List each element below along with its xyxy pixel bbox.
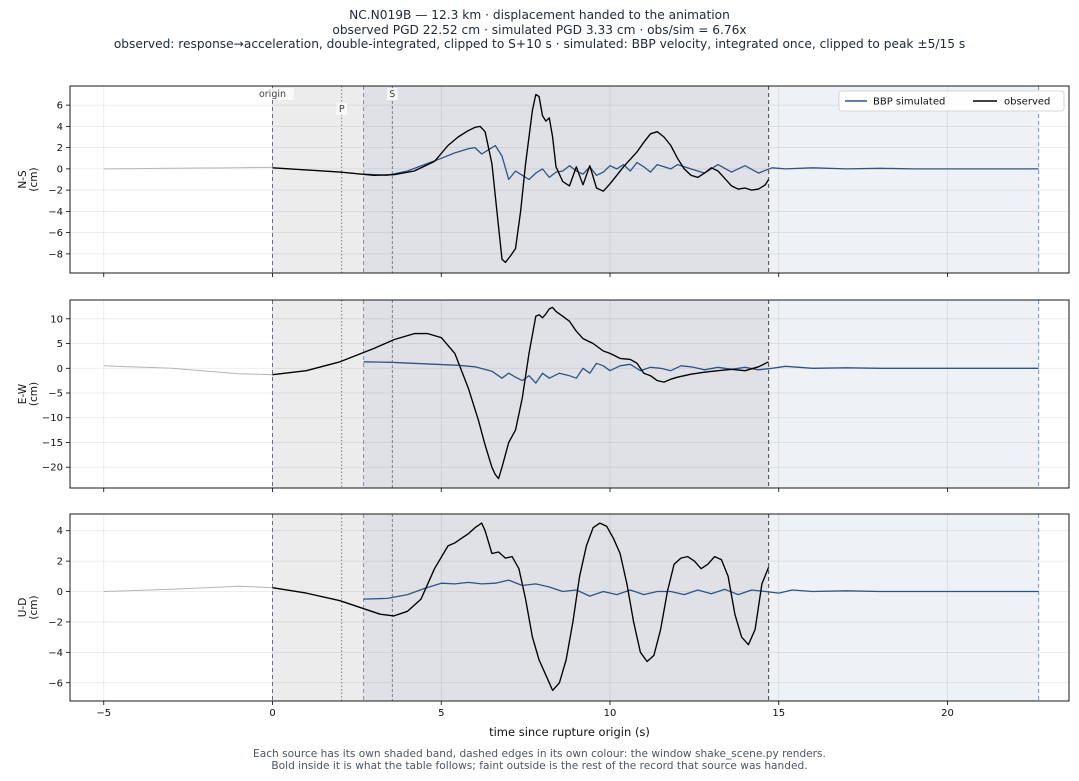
marker-label-S: S <box>389 89 395 100</box>
marker-label-bg <box>336 103 347 115</box>
y-tick-label: 0 <box>57 164 63 175</box>
simulated-window-band <box>768 86 1039 273</box>
y-tick-label: −4 <box>48 648 63 659</box>
legend-label-observed: observed <box>1004 97 1050 108</box>
simulated-window-band <box>768 300 1039 488</box>
observed-faint-trace <box>103 585 273 592</box>
simulated-trace <box>363 579 1039 600</box>
marker-label-origin: origin <box>259 89 286 100</box>
observed-trace <box>272 306 769 480</box>
chart-footnote: Each source has its own shaded band, das… <box>0 748 1079 773</box>
y-axis-label-line: N-S <box>17 170 29 189</box>
window-overlap-band <box>363 300 769 488</box>
x-axis-label: time since rupture origin (s) <box>489 725 650 739</box>
y-axis-label-line: (cm) <box>28 167 40 191</box>
title-line-2: observed PGD 22.52 cm · simulated PGD 3.… <box>332 22 747 37</box>
observed-trace <box>272 522 770 692</box>
y-tick-label: −5 <box>48 389 63 400</box>
y-tick-label: −4 <box>48 207 63 218</box>
y-tick-label: −2 <box>48 186 63 197</box>
y-axis-label-line: E-W <box>17 383 29 404</box>
y-tick-label: 0 <box>57 587 63 598</box>
y-tick-label: 5 <box>57 339 63 350</box>
axes-frame <box>69 299 1070 489</box>
axes-frame <box>69 513 1070 702</box>
window-overlap-band <box>363 514 769 701</box>
observed-faint-trace <box>103 166 273 170</box>
y-tick-label: 4 <box>57 122 63 133</box>
y-tick-label: −15 <box>42 438 63 449</box>
x-tick-label: 5 <box>438 708 444 719</box>
y-tick-label: −6 <box>48 678 63 689</box>
y-tick-label: 2 <box>57 557 63 568</box>
x-tick-label: 0 <box>269 708 275 719</box>
title-line-1: NC.N019B — 12.3 km · displacement handed… <box>349 8 730 22</box>
y-tick-label: 6 <box>57 101 63 112</box>
window-overlap-band <box>363 86 769 273</box>
panel-1: −8 −6 −4 −2 0 2 4 6 N-S(cm) origin P S BBP simulated… <box>17 85 1070 277</box>
y-axis-label-line: U-D <box>17 598 29 618</box>
simulated-trace <box>363 361 1039 384</box>
y-tick-label: −10 <box>42 413 63 424</box>
y-axis-label-line: (cm) <box>28 595 40 619</box>
y-axis-label-line: (cm) <box>28 382 40 406</box>
legend: BBP simulated observed <box>838 90 1065 112</box>
x-tick-label: −5 <box>96 708 111 719</box>
observed-trace <box>272 93 770 264</box>
traces <box>103 93 1039 264</box>
y-tick-label: 2 <box>57 143 63 154</box>
x-tick-label: 15 <box>772 708 785 719</box>
legend-frame <box>838 90 1065 112</box>
title-line-3: observed: response→acceleration, double-… <box>113 37 966 51</box>
y-tick-label: −20 <box>42 463 63 474</box>
observed-window-band <box>272 300 364 488</box>
traces <box>103 522 1039 692</box>
legend-label-simulated: BBP simulated <box>873 97 945 108</box>
observed-window-band <box>272 86 364 273</box>
y-axis-label: E-W(cm) <box>17 382 40 406</box>
marker-label-bg <box>251 88 294 100</box>
panel-3: −6 −4 −2 0 2 4 −5 0 5 10 15 20 U-D(cm) <box>17 513 1070 719</box>
traces <box>103 306 1039 480</box>
simulated-window-band <box>768 514 1039 701</box>
footnote-line-1: Each source has its own shaded band, das… <box>253 748 826 760</box>
axes-frame <box>69 85 1070 274</box>
footnote-line-2: Bold inside it is what the table follows… <box>271 760 808 773</box>
marker-label-P: P <box>339 104 345 115</box>
marker-label-bg <box>387 88 398 100</box>
y-tick-label: −2 <box>48 617 63 628</box>
observed-window-band <box>272 514 364 701</box>
y-axis-label: N-S(cm) <box>17 167 40 191</box>
chart-title: NC.N019B — 12.3 km · displacement handed… <box>0 8 1079 52</box>
y-tick-label: 10 <box>50 314 63 325</box>
x-tick-label: 10 <box>604 708 617 719</box>
panel-2: −20 −15 −10 −5 0 5 10 E-W(cm) <box>17 299 1070 492</box>
simulated-trace <box>363 144 1039 181</box>
y-tick-label: 0 <box>57 364 63 375</box>
y-tick-label: −8 <box>48 249 63 260</box>
y-tick-label: 4 <box>57 526 63 537</box>
y-tick-label: −6 <box>48 228 63 239</box>
x-tick-label: 20 <box>941 708 954 719</box>
y-axis-label: U-D(cm) <box>17 595 40 619</box>
observed-faint-trace <box>103 365 273 376</box>
